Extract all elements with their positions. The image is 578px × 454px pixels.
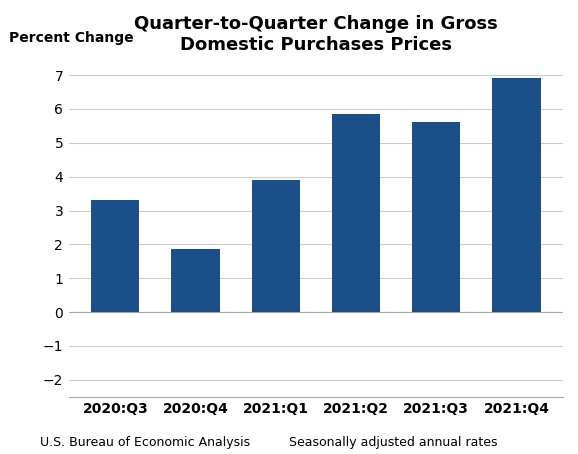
Bar <box>332 114 380 312</box>
Bar <box>412 123 460 312</box>
Text: Seasonally adjusted annual rates: Seasonally adjusted annual rates <box>289 436 498 449</box>
Text: Percent Change: Percent Change <box>9 31 134 45</box>
Bar <box>251 180 300 312</box>
Text: U.S. Bureau of Economic Analysis: U.S. Bureau of Economic Analysis <box>40 436 251 449</box>
Bar <box>91 200 139 312</box>
Title: Quarter-to-Quarter Change in Gross
Domestic Purchases Prices: Quarter-to-Quarter Change in Gross Domes… <box>134 15 498 54</box>
Bar <box>492 79 540 312</box>
Bar <box>172 249 220 312</box>
